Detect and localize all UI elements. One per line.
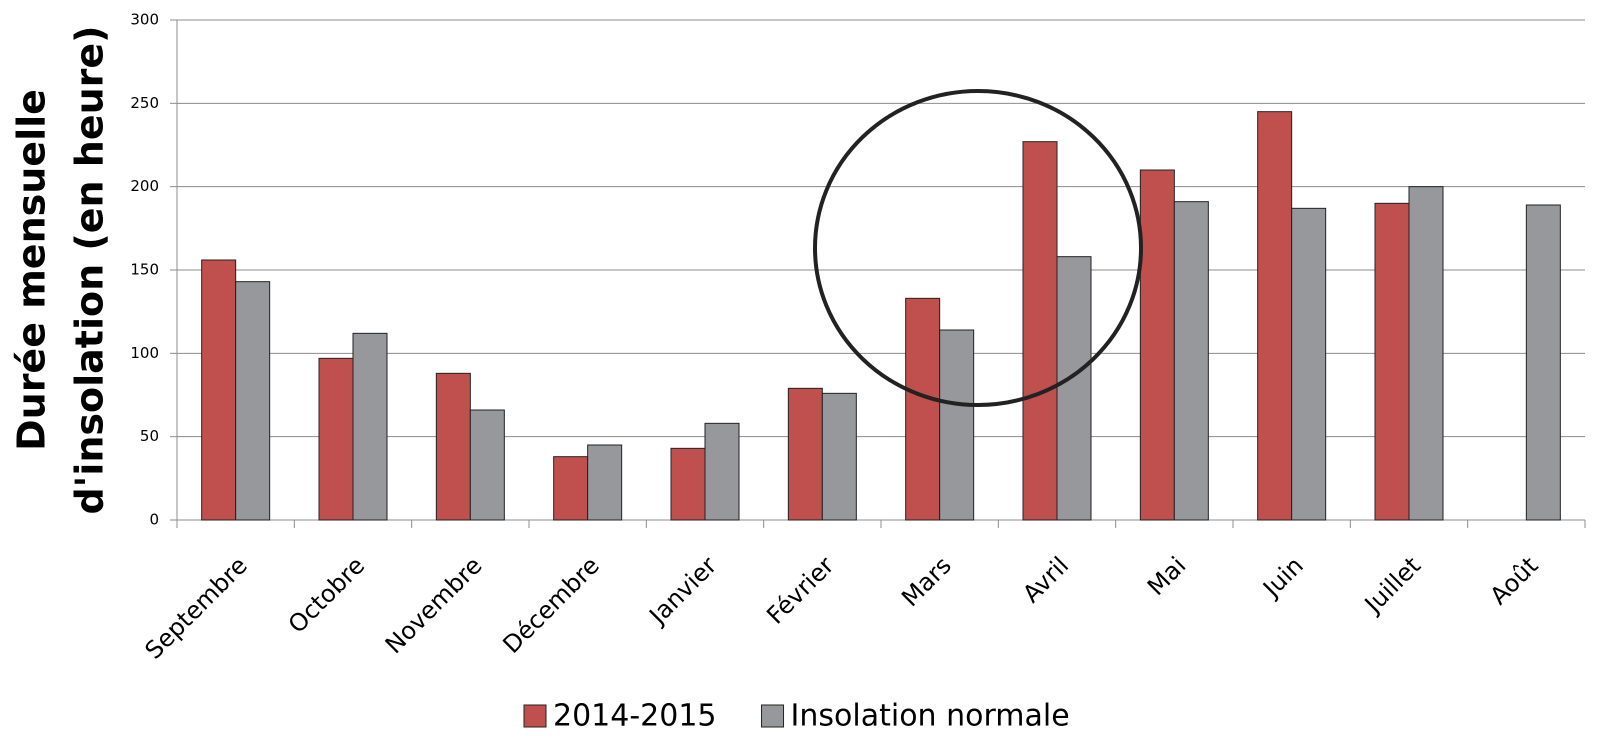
x-tick-label: Août bbox=[1485, 551, 1544, 610]
bar bbox=[235, 281, 271, 521]
bar bbox=[318, 357, 354, 521]
x-tick-label: Janvier bbox=[643, 551, 723, 631]
bar bbox=[469, 409, 505, 521]
y-tick-label: 100 bbox=[130, 344, 159, 362]
bar bbox=[1022, 141, 1058, 521]
bar bbox=[821, 392, 857, 521]
y-axis-label: d'insolation (en heure) bbox=[68, 25, 112, 514]
y-tick-label: 50 bbox=[140, 427, 159, 445]
x-tick-label: Novembre bbox=[380, 551, 488, 659]
bar bbox=[587, 444, 623, 521]
bar bbox=[352, 332, 388, 521]
x-tick-label: Décembre bbox=[497, 551, 604, 658]
bar bbox=[787, 387, 823, 521]
bar bbox=[1056, 256, 1092, 521]
bar bbox=[435, 372, 471, 521]
x-tick-label: Février bbox=[761, 551, 839, 629]
x-tick-label: Mars bbox=[896, 551, 957, 612]
bar bbox=[1257, 111, 1293, 521]
bar bbox=[1139, 169, 1175, 521]
x-tick-label: Septembre bbox=[140, 551, 253, 664]
legend-swatch bbox=[523, 704, 547, 728]
y-tick-label: 250 bbox=[130, 94, 159, 112]
y-tick-label: 300 bbox=[130, 11, 159, 29]
y-tick-label: 0 bbox=[149, 511, 159, 529]
bar bbox=[1525, 204, 1561, 521]
legend-label: 2014-2015 bbox=[553, 699, 717, 734]
bar bbox=[1291, 207, 1327, 521]
x-tick-label: Juillet bbox=[1358, 551, 1426, 619]
y-axis-label: Durée mensuelle bbox=[10, 89, 54, 451]
legend-label: Insolation normale bbox=[791, 699, 1070, 734]
bar bbox=[1173, 201, 1209, 521]
x-tick-label: Juin bbox=[1256, 551, 1308, 603]
bar bbox=[670, 447, 706, 521]
bar bbox=[1374, 202, 1410, 521]
y-tick-label: 150 bbox=[130, 261, 159, 279]
x-tick-label: Mai bbox=[1142, 551, 1192, 601]
bar bbox=[704, 422, 740, 521]
x-tick-label: Octobre bbox=[283, 551, 370, 638]
x-tick-label: Avril bbox=[1017, 551, 1074, 608]
bar bbox=[939, 329, 975, 521]
bar bbox=[905, 297, 941, 521]
bar bbox=[201, 259, 237, 521]
highlight-circle bbox=[813, 89, 1143, 407]
legend-swatch bbox=[761, 704, 785, 728]
y-tick-label: 200 bbox=[130, 177, 159, 195]
bar bbox=[1408, 186, 1444, 521]
bar bbox=[553, 456, 589, 521]
